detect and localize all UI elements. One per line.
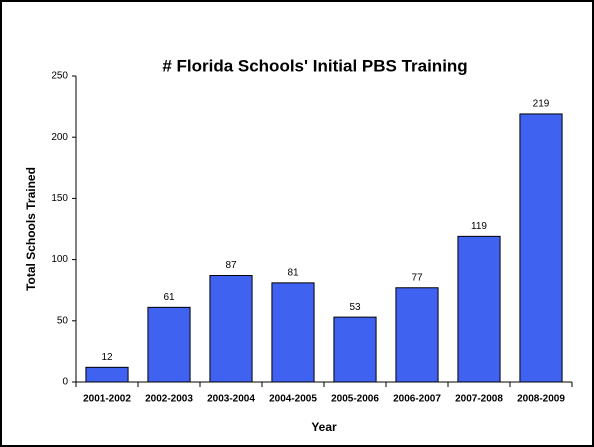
data-label: 219	[533, 99, 550, 110]
y-tick-label: 0	[62, 377, 68, 388]
y-axis-label: Total Schools Trained	[24, 167, 38, 291]
x-tick-label: 2007-2008	[455, 394, 503, 405]
x-tick-label: 2001-2002	[83, 394, 131, 405]
y-tick-label: 200	[51, 132, 68, 143]
data-label: 119	[471, 221, 487, 232]
chart-title: # Florida Schools' Initial PBS Training	[162, 56, 467, 75]
data-label: 12	[101, 352, 113, 363]
x-tick-label: 2005-2006	[331, 394, 379, 405]
bar	[395, 287, 439, 383]
x-axis-label: Year	[311, 420, 337, 434]
y-tick-label: 250	[51, 71, 68, 82]
bar	[85, 366, 129, 383]
bar	[209, 275, 253, 383]
bar	[519, 113, 563, 383]
y-tick-label: 50	[57, 315, 69, 326]
bar	[271, 282, 315, 383]
data-label: 87	[225, 260, 237, 271]
data-label: 81	[287, 267, 299, 278]
x-tick-label: 2003-2004	[207, 394, 255, 405]
data-label: 53	[349, 302, 361, 313]
x-tick-label: 2002-2003	[145, 394, 193, 405]
x-tick-label: 2006-2007	[393, 394, 441, 405]
bar	[457, 235, 501, 383]
data-label: 61	[163, 292, 175, 303]
bar	[147, 306, 191, 383]
y-tick-label: 100	[51, 254, 68, 265]
bar	[333, 316, 377, 383]
x-tick-label: 2004-2005	[269, 394, 317, 405]
x-tick-label: 2008-2009	[517, 394, 565, 405]
data-label: 77	[411, 272, 423, 283]
y-tick-label: 150	[51, 193, 68, 204]
